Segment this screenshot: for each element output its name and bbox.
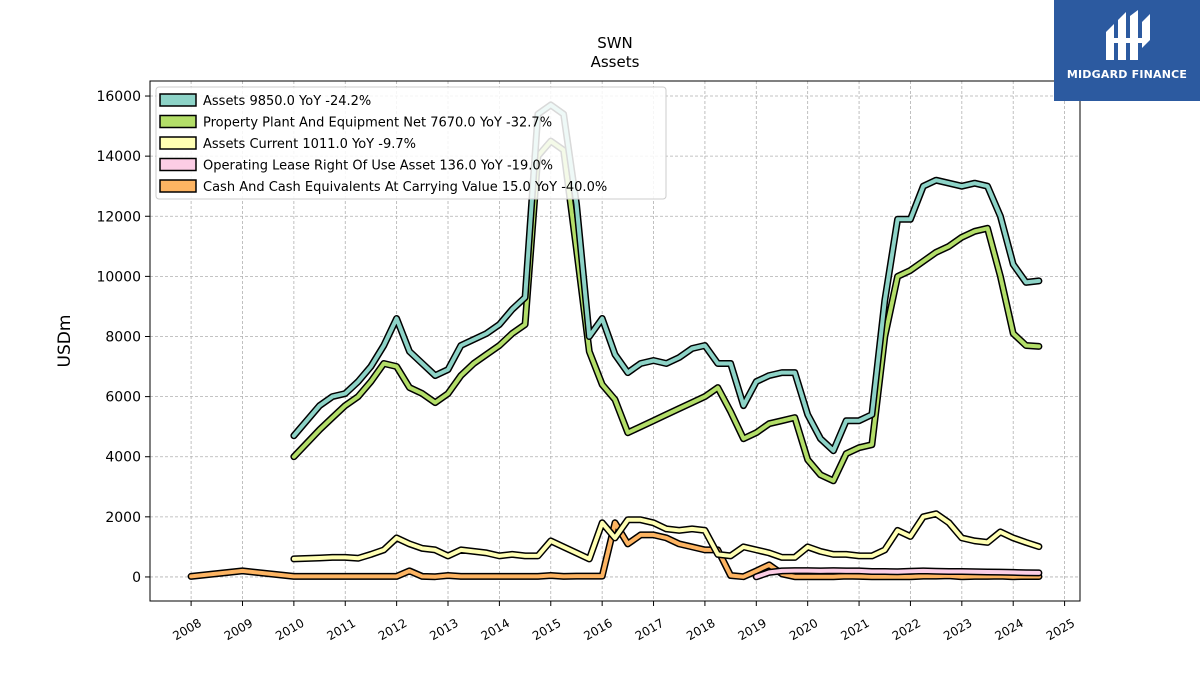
midgard-logo-icon <box>1106 10 1150 60</box>
x-tick-label: 2021 <box>838 616 871 643</box>
x-tick-label: 2019 <box>736 616 769 643</box>
x-tick-label: 2011 <box>325 616 358 643</box>
x-tick-label: 2008 <box>170 616 203 643</box>
x-tick-label: 2013 <box>427 616 460 643</box>
legend-entry-2: Assets Current 1011.0 YoY -9.7% <box>203 137 416 152</box>
y-tick-label: 16000 <box>96 89 141 105</box>
y-tick-label: 2000 <box>105 510 141 526</box>
x-tick-label: 2015 <box>530 616 563 643</box>
legend-box <box>155 86 667 200</box>
x-tick-label: 2022 <box>890 616 923 643</box>
legend-entry-1: Property Plant And Equipment Net 7670.0 … <box>203 116 552 131</box>
brand-name: MIDGARD FINANCE <box>1066 68 1188 81</box>
legend-swatch-1 <box>159 114 197 129</box>
y-tick-label: 8000 <box>105 329 141 345</box>
chart-title: SWN <box>597 34 633 52</box>
x-tick-label: 2025 <box>1044 616 1077 643</box>
y-tick-label: 10000 <box>96 269 141 285</box>
brand-logo: MIDGARD FINANCE <box>1054 0 1200 101</box>
legend-swatch-0 <box>159 93 197 107</box>
series-line-2 <box>291 511 1041 561</box>
y-axis-label: USDm <box>55 315 75 368</box>
x-tick-label: 2012 <box>376 616 409 643</box>
x-tick-label: 2014 <box>479 616 512 643</box>
series-line-0 <box>291 103 1041 453</box>
plot-area-frame <box>149 80 1081 602</box>
series-line-3 <box>754 568 1041 579</box>
x-tick-label: 2023 <box>941 616 974 643</box>
legend: Assets 9850.0 YoY -24.2% Property Plant A… <box>155 86 667 200</box>
y-tick-label: 4000 <box>105 450 141 466</box>
series-lines <box>187 101 1043 581</box>
x-tick-label: 2020 <box>787 616 820 643</box>
x-tick-label: 2018 <box>684 616 717 643</box>
chart-subtitle: Assets <box>591 53 640 71</box>
x-tick-label: 2016 <box>581 616 614 643</box>
legend-entry-4: Cash And Cash Equivalents At Carrying Va… <box>203 180 607 195</box>
x-tick-label: 2024 <box>992 616 1025 643</box>
x-tick-label: 2009 <box>222 616 255 643</box>
legend-entry-0: Assets 9850.0 YoY -24.2% <box>203 94 371 109</box>
legend-entry-3: Operating Lease Right Of Use Asset 136.0… <box>203 159 553 174</box>
y-tick-label: 12000 <box>96 209 141 225</box>
x-tick-label: 2010 <box>273 616 306 643</box>
y-tick-label: 0 <box>132 570 141 586</box>
y-tick-label: 14000 <box>96 149 141 165</box>
legend-swatch-2 <box>159 136 197 150</box>
series-line-4 <box>189 520 1041 579</box>
x-tick-label: 2017 <box>633 616 666 643</box>
y-tick-label: 6000 <box>105 390 141 406</box>
legend-swatch-3 <box>159 157 197 172</box>
series-line-1 <box>291 139 1041 483</box>
legend-swatch-4 <box>159 179 197 193</box>
